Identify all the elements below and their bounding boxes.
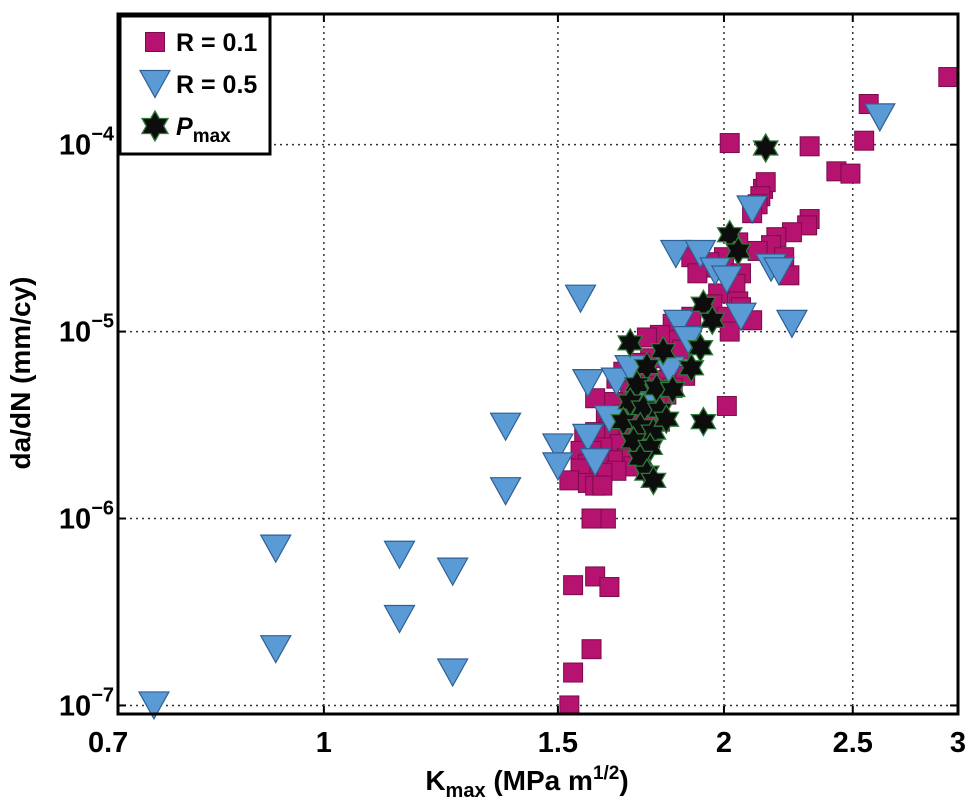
legend-item: Pmax (140, 109, 231, 147)
legend-label: R = 0.1 (176, 29, 257, 57)
x-tick-label: 1 (316, 727, 332, 759)
data-point-square (559, 695, 580, 716)
data-point-square (719, 321, 740, 342)
data-point-square (719, 133, 740, 154)
data-point-square (799, 136, 820, 157)
plot-border (116, 12, 960, 716)
grid-lines (118, 14, 958, 714)
data-point-triangle (736, 195, 769, 225)
y-tick-label: 10−7 (59, 684, 114, 722)
data-point-triangle (579, 448, 612, 477)
x-tick-label: 2.5 (833, 727, 873, 759)
data-point-triangle (775, 309, 808, 339)
data-point-star (752, 132, 779, 164)
series-star (610, 132, 779, 496)
data-point-square (559, 470, 580, 491)
data-point-triangle (436, 658, 469, 688)
data-point-star (653, 403, 680, 435)
data-point-triangle (383, 540, 416, 570)
legend-star-icon (140, 109, 170, 143)
x-tick-label: 2 (716, 727, 732, 759)
legend: R = 0.1 R = 0.5 Pmax (118, 14, 272, 156)
data-point-triangle (541, 452, 574, 482)
y-tick-label: 10−4 (59, 124, 115, 162)
y-tick-label: 10−5 (59, 311, 114, 349)
data-point-triangle (383, 604, 416, 634)
legend-label: Pmax (176, 113, 231, 147)
plot-frame (116, 12, 960, 716)
data-point-triangle (259, 534, 292, 564)
data-point-square (716, 395, 737, 416)
data-point-triangle (541, 433, 574, 463)
data-point-triangle (600, 367, 633, 397)
x-tick-label: 3 (950, 727, 966, 759)
data-point-triangle (662, 309, 695, 339)
data-point-star (659, 374, 686, 405)
data-point-triangle (863, 103, 896, 133)
data-point-square (840, 163, 861, 184)
data-point-triangle (659, 239, 692, 269)
data-point-star (616, 327, 644, 359)
data-point-square (592, 475, 613, 496)
data-point-triangle (710, 265, 743, 295)
data-point-triangle (259, 635, 292, 664)
data-point-square (581, 639, 602, 660)
series-triangle-down (137, 103, 896, 721)
data-point-triangle (571, 423, 604, 453)
data-point-triangle (489, 412, 522, 442)
data-point-square (938, 67, 959, 88)
data-point-square (563, 575, 584, 596)
y-tick-label: 10−6 (59, 498, 114, 536)
data-point-triangle (564, 284, 597, 314)
data-point-star (649, 335, 677, 366)
data-point-star (699, 304, 726, 336)
data-point-square (563, 662, 584, 683)
data-point-triangle (137, 691, 170, 721)
data-point-star (724, 235, 752, 267)
legend-triangle-icon (138, 69, 172, 99)
y-axis-label: da/dN (mm/cy) (5, 277, 36, 470)
data-point-star (640, 465, 667, 496)
data-point-square (854, 130, 875, 151)
data-point-triangle (489, 477, 522, 506)
data-point-triangle (684, 239, 717, 269)
x-tick-label: 1.5 (538, 727, 578, 759)
data-points (137, 67, 959, 721)
data-point-triangle (725, 302, 758, 332)
data-point-star (690, 406, 717, 437)
data-point-triangle (436, 557, 469, 587)
data-point-triangle (571, 369, 604, 398)
data-point-star (678, 352, 705, 384)
x-tick-label: 0.7 (88, 727, 128, 759)
data-point-square (581, 508, 602, 529)
data-point-square (687, 263, 708, 284)
legend-label: R = 0.5 (176, 71, 257, 99)
data-point-triangle (762, 257, 795, 287)
data-point-square (599, 577, 620, 598)
x-axis-label: Kmax (MPa m1/2) (425, 763, 628, 802)
series-square (559, 67, 959, 716)
legend-item: R = 0.1 (145, 29, 257, 57)
legend-square-icon (145, 32, 165, 52)
legend-item: R = 0.5 (138, 69, 257, 99)
